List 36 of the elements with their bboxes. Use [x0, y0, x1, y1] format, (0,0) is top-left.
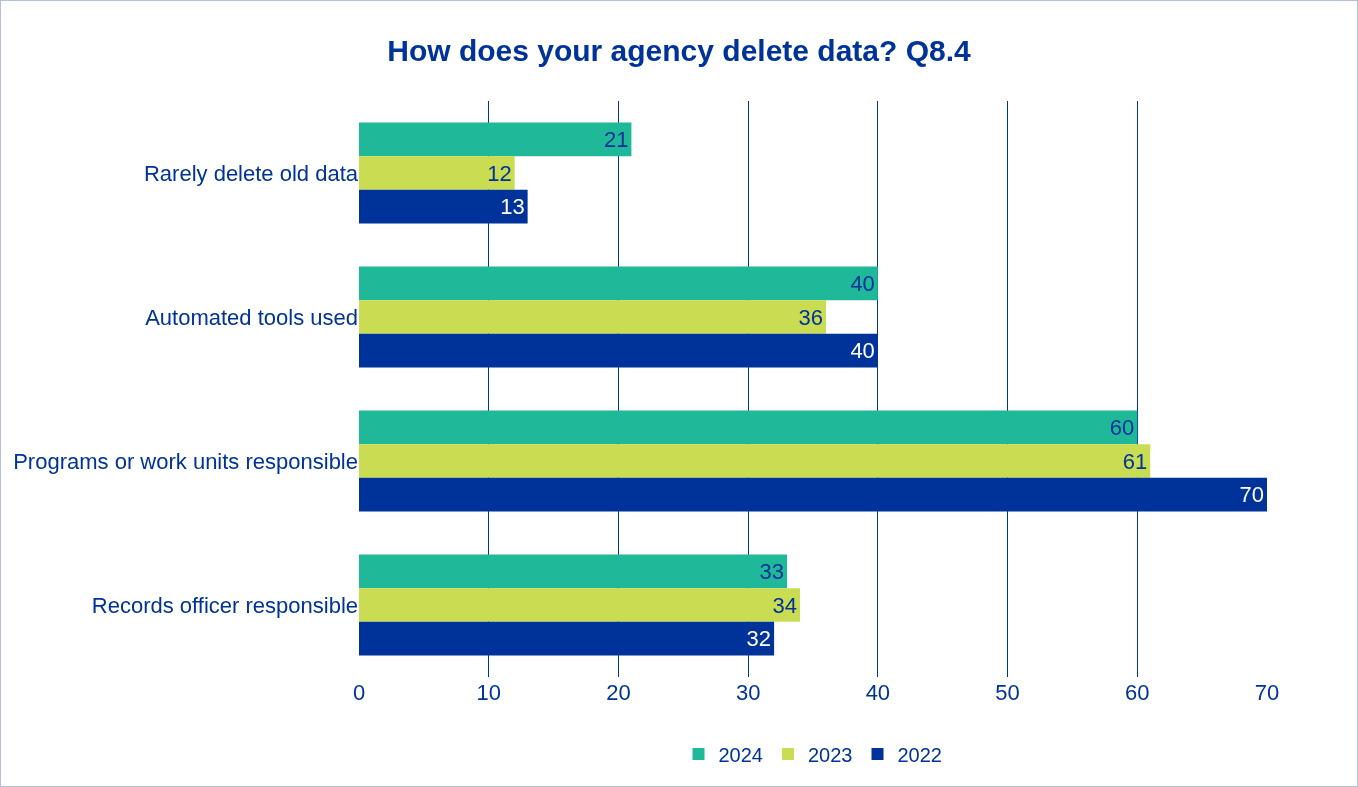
data-label: 34 — [772, 592, 798, 618]
chart-title: How does your agency delete data? Q8.4 — [387, 34, 972, 68]
data-label: 12 — [487, 160, 512, 186]
data-label: 40 — [850, 270, 875, 296]
bar — [359, 122, 632, 157]
y-tick-label: Rarely delete old data — [143, 160, 359, 186]
data-label: 32 — [746, 626, 772, 652]
y-tick-label: Records officer responsible — [91, 592, 358, 618]
legend-label: 2023 — [808, 743, 853, 766]
bar — [359, 410, 1138, 445]
x-tick-label: 70 — [1254, 680, 1280, 705]
data-label: 61 — [1122, 448, 1148, 474]
bar — [359, 300, 826, 334]
bar — [359, 554, 788, 589]
bar — [359, 266, 878, 301]
x-tick-label: 0 — [352, 680, 366, 705]
data-label: 70 — [1239, 482, 1264, 508]
data-label: 13 — [500, 194, 525, 220]
data-label: 40 — [850, 338, 875, 364]
data-label: 33 — [759, 558, 785, 584]
legend-label: 2022 — [897, 743, 942, 766]
bar — [359, 156, 515, 190]
x-tick-label: 40 — [865, 680, 891, 705]
x-tick-label: 20 — [606, 680, 631, 705]
legend-label: 2024 — [718, 743, 763, 766]
bar — [359, 588, 801, 622]
data-label: 60 — [1109, 414, 1135, 440]
x-tick-label: 30 — [735, 680, 761, 705]
data-label: 21 — [603, 126, 629, 152]
x-tick-label: 60 — [1125, 680, 1150, 705]
y-tick-label: Automated tools used — [145, 304, 358, 330]
data-label: 36 — [798, 304, 823, 330]
bar — [359, 444, 1151, 478]
x-tick-label: 10 — [476, 680, 501, 705]
x-tick-label: 50 — [995, 680, 1020, 705]
y-tick-label: Programs or work units responsible — [13, 448, 358, 474]
